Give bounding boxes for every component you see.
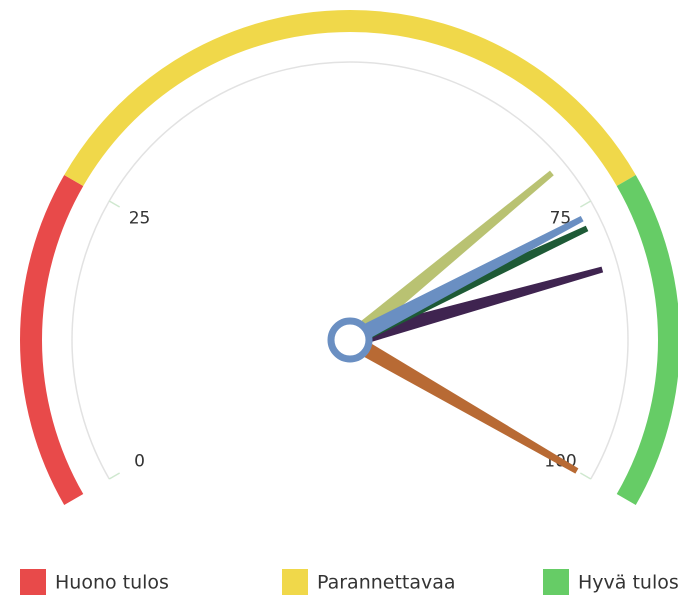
- band: [20, 175, 84, 505]
- needle: [347, 266, 604, 348]
- legend-label: Parannettavaa: [317, 572, 456, 594]
- band: [64, 10, 636, 187]
- tick-mark: [579, 200, 592, 208]
- band: [616, 175, 678, 505]
- legend-label: Huono tulos: [55, 572, 169, 594]
- tick-label: 0: [134, 452, 145, 472]
- tick-mark: [108, 200, 121, 208]
- tick-label: 25: [129, 209, 151, 229]
- tick-mark: [108, 472, 121, 480]
- legend-swatch: [543, 569, 569, 595]
- legend-label: Hyvä tulos: [578, 572, 678, 594]
- tick-mark: [579, 472, 592, 480]
- needle-hub: [327, 317, 373, 363]
- needle: [346, 333, 579, 474]
- legend-swatch: [282, 569, 308, 595]
- needle: [346, 215, 584, 348]
- scale-arc: [71, 61, 629, 480]
- needle: [344, 170, 554, 347]
- legend-swatch: [20, 569, 46, 595]
